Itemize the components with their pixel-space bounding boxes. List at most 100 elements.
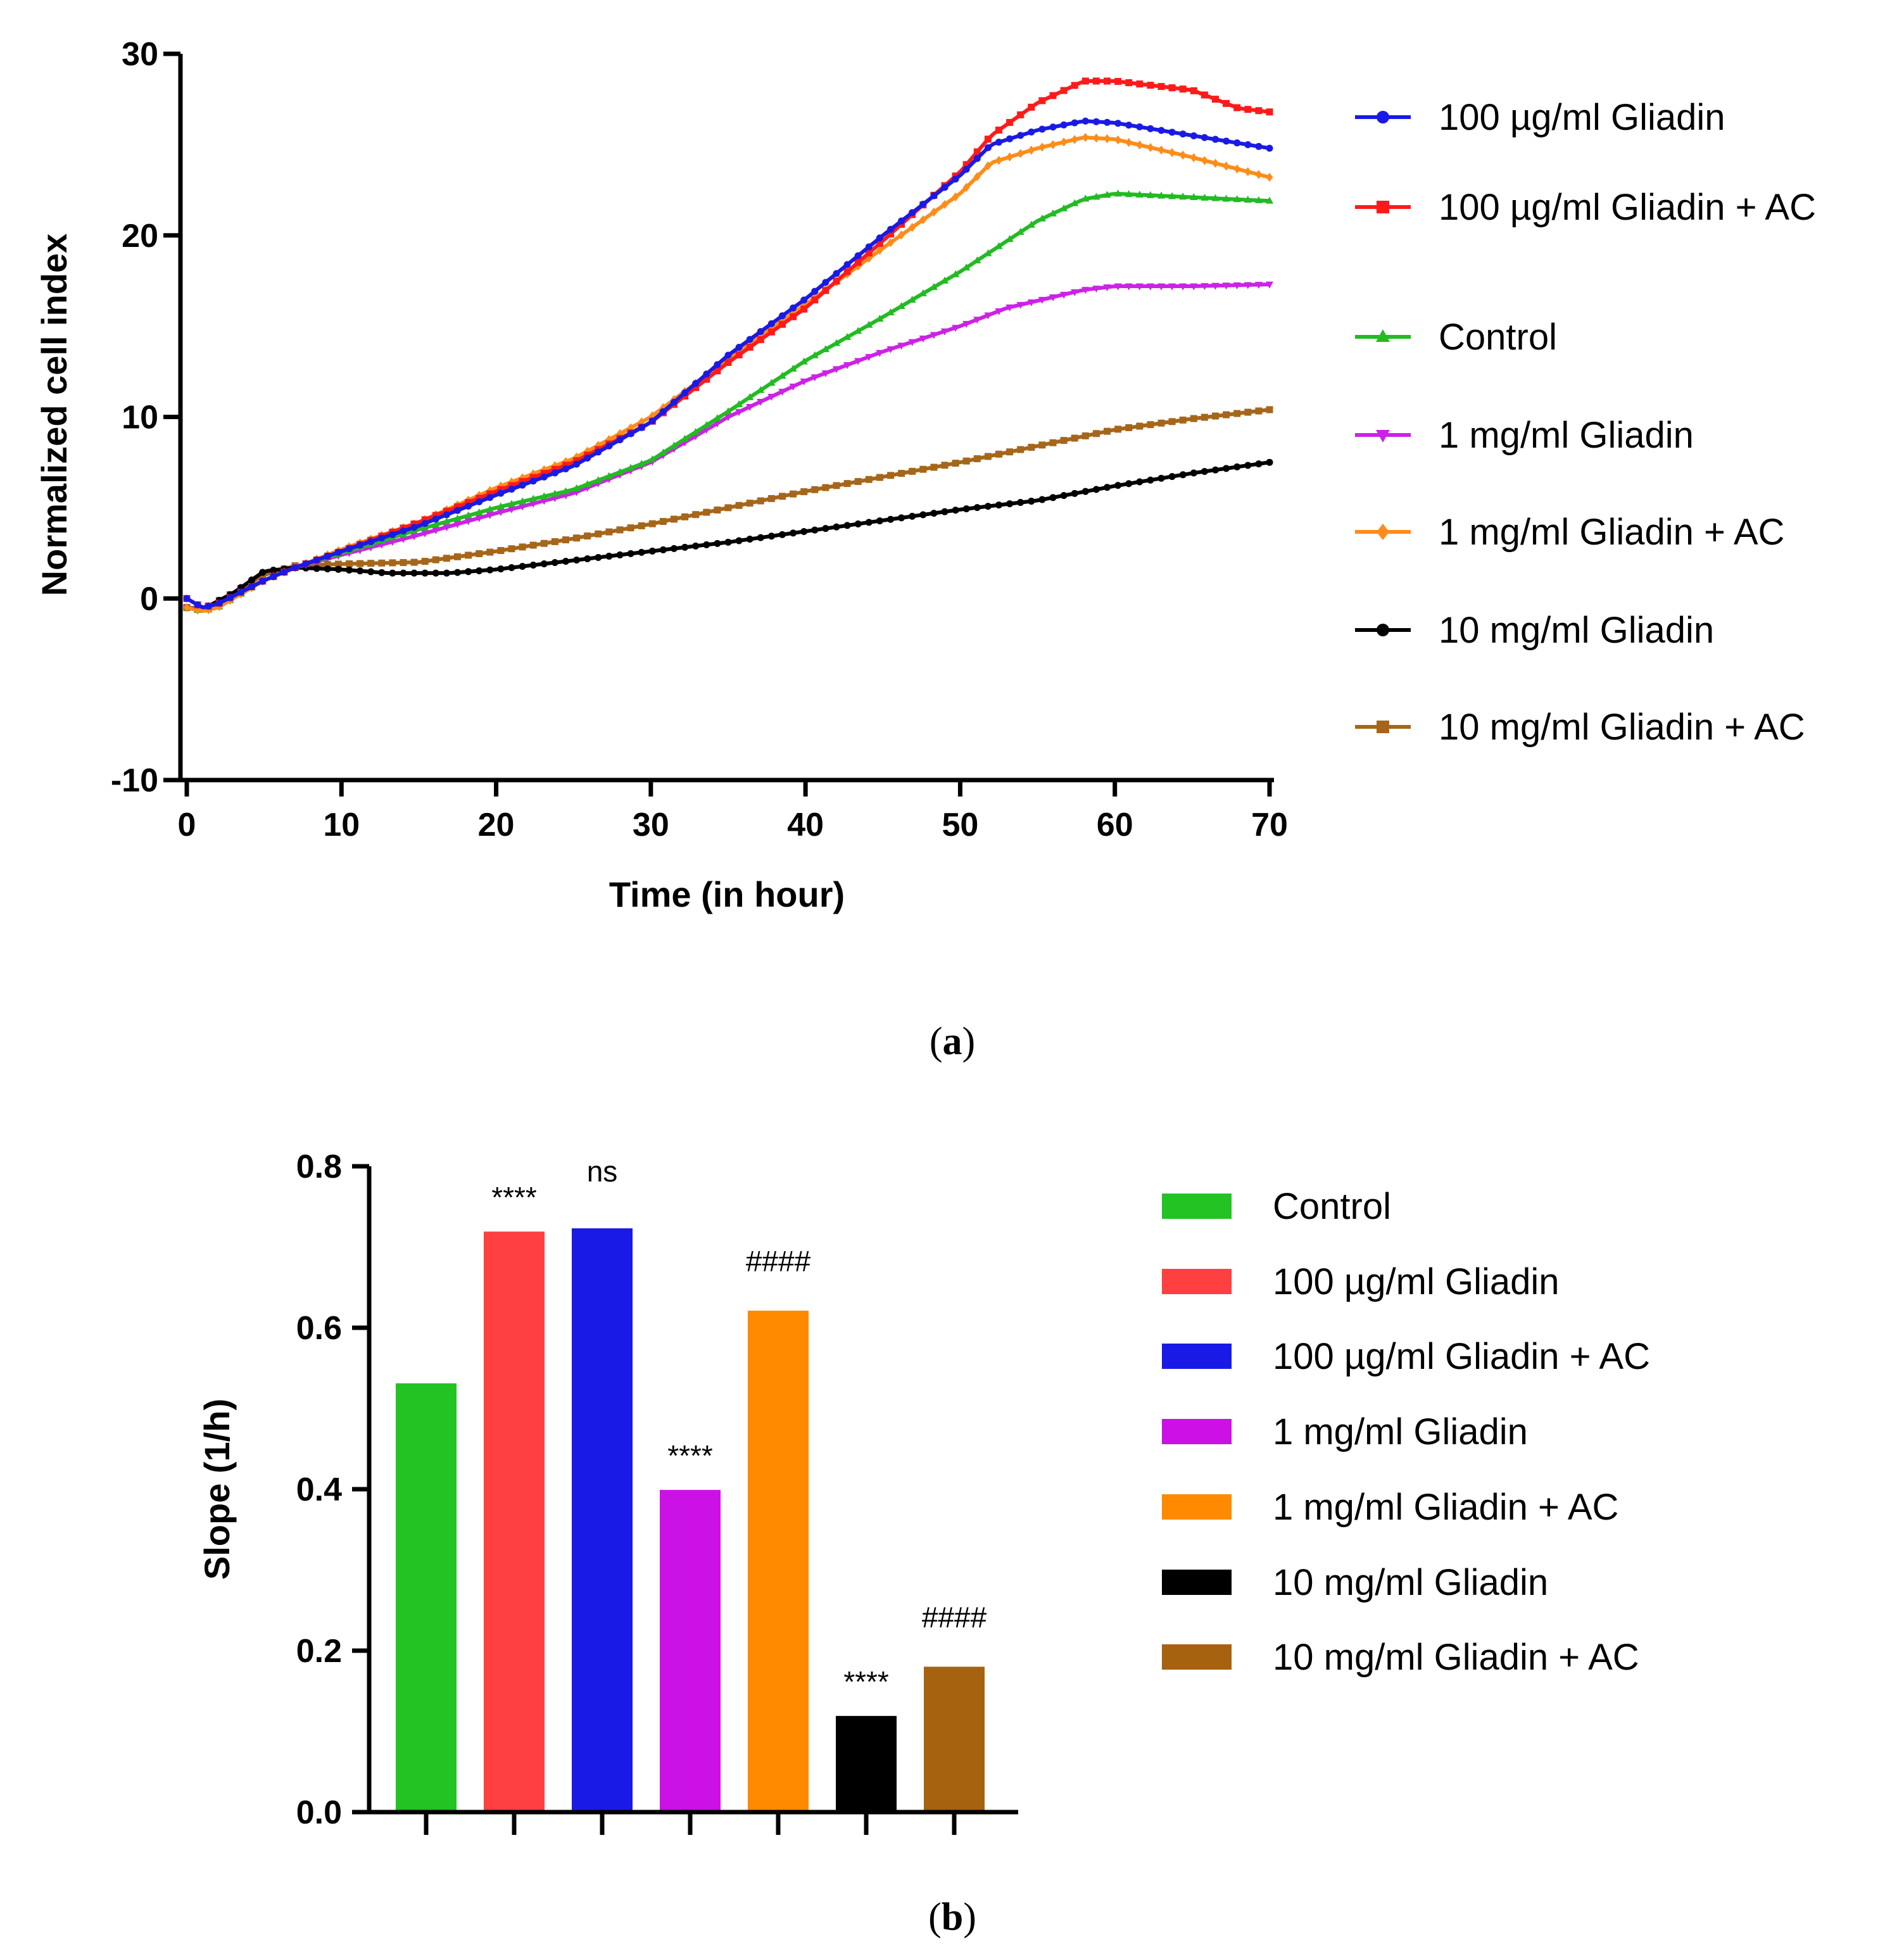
series-marker: [1103, 191, 1111, 198]
series-marker: [1244, 408, 1252, 416]
series-marker: [1092, 133, 1100, 143]
series-line: [186, 79, 1270, 610]
series-marker: [995, 139, 1002, 146]
series-marker: [183, 603, 191, 612]
series-marker: [454, 503, 461, 510]
series-marker: [952, 270, 960, 277]
series-marker: [1190, 132, 1197, 139]
series-marker: [1136, 422, 1144, 430]
series-marker: [540, 498, 548, 505]
series-marker: [724, 538, 732, 546]
series-marker: [1092, 286, 1100, 293]
series-marker: [378, 569, 386, 576]
series-marker: [909, 467, 916, 475]
line-y-axis-title: Normalized cell index: [34, 234, 74, 596]
x-tick-label: 50: [942, 807, 979, 843]
series-marker: [1157, 283, 1166, 291]
series-marker: [1006, 235, 1014, 243]
series-marker: [854, 520, 862, 527]
series-marker: [897, 343, 905, 350]
series-marker: [1017, 132, 1025, 139]
series-marker: [1168, 283, 1176, 291]
series-marker: [540, 473, 548, 481]
series-marker: [1212, 135, 1219, 143]
series-marker: [1376, 329, 1390, 342]
series-marker: [367, 538, 375, 545]
series-marker: [962, 263, 971, 271]
series-marker: [1212, 158, 1219, 168]
series-marker: [605, 472, 613, 479]
series-marker: [919, 289, 927, 296]
series-marker: [648, 417, 656, 425]
series-marker: [778, 388, 786, 396]
series-marker: [1179, 471, 1187, 479]
series-marker: [627, 550, 634, 557]
x-tick-label: 10: [323, 807, 360, 843]
series-marker: [659, 408, 667, 415]
series-marker: [952, 507, 959, 514]
series-marker: [627, 430, 634, 438]
series-marker: [1190, 153, 1197, 163]
series-marker: [1201, 413, 1208, 421]
series-marker: [573, 457, 581, 465]
series-marker: [833, 523, 840, 531]
series-marker: [757, 497, 764, 505]
series-marker: [1038, 97, 1046, 104]
series-marker: [1179, 192, 1187, 200]
series-marker: [562, 536, 569, 544]
series-marker: [1223, 411, 1230, 419]
series-marker: [1201, 91, 1208, 99]
bar-chart: **** ns **** #### **** #### 0.0 0.2 0.4 0.6 0.8 S…: [197, 1149, 1650, 1835]
series-marker: [388, 539, 396, 546]
series-marker: [876, 240, 883, 248]
series-marker: [962, 457, 970, 465]
series-marker: [854, 327, 862, 334]
bar-annotation: ****: [667, 1439, 713, 1472]
series-marker: [1027, 299, 1035, 306]
series-marker: [984, 135, 992, 143]
series-marker: [767, 532, 775, 540]
series-marker: [324, 565, 331, 573]
series-marker: [454, 569, 461, 576]
series-marker: [1157, 83, 1165, 91]
series-marker: [1027, 220, 1035, 228]
bar-legend-label: 10 mg/ml Gliadin + AC: [1273, 1637, 1639, 1678]
series-marker: [898, 514, 905, 522]
series-marker: [1071, 135, 1078, 144]
series-marker: [1125, 480, 1133, 488]
bar-legend-swatch: [1162, 1644, 1232, 1670]
series-marker: [659, 518, 667, 526]
series-marker: [941, 184, 949, 191]
series-marker: [1060, 121, 1068, 129]
series-marker: [930, 282, 938, 290]
series-marker: [930, 332, 938, 339]
series-marker: [1114, 283, 1122, 291]
series-marker: [833, 270, 840, 277]
series-marker: [432, 520, 440, 528]
series-marker: [1017, 149, 1025, 158]
series-marker: [638, 522, 645, 529]
series-marker: [1060, 437, 1068, 444]
series-marker: [432, 569, 439, 577]
series-marker: [638, 460, 646, 467]
series-marker: [540, 539, 548, 547]
series-marker: [746, 500, 753, 507]
series-marker: [843, 522, 851, 529]
series-marker: [790, 490, 797, 498]
legend-label: 10 mg/ml Gliadin: [1439, 610, 1714, 651]
series-marker: [1104, 134, 1111, 144]
bar-legend-label: 100 µg/ml Gliadin: [1273, 1261, 1560, 1302]
series-marker: [995, 156, 1002, 165]
series-marker: [746, 404, 754, 412]
series-marker: [930, 463, 938, 471]
series-marker: [1222, 282, 1230, 290]
series-marker: [1071, 289, 1079, 296]
series-marker: [714, 361, 721, 368]
series-marker: [843, 261, 851, 268]
series-marker: [270, 567, 277, 574]
series-marker: [1028, 103, 1035, 111]
series-marker: [1092, 77, 1100, 85]
series-marker: [1244, 167, 1252, 177]
series-marker: [843, 480, 851, 488]
series-marker: [909, 222, 916, 232]
